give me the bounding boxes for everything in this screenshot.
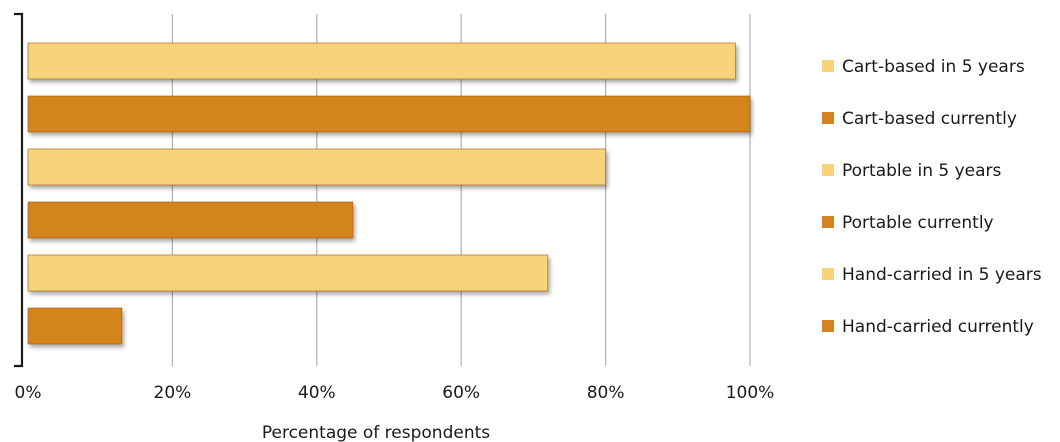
x-tick-label: 40% (298, 383, 336, 403)
x-tick-label: 0% (15, 383, 42, 403)
legend-label: Cart-based in 5 years (842, 57, 1025, 77)
y-axis (14, 12, 24, 368)
bar-portable-currently (27, 201, 354, 239)
legend-item: Hand-carried in 5 years (822, 265, 1042, 285)
x-tick-label: 60% (442, 383, 480, 403)
legend-label: Hand-carried in 5 years (842, 265, 1042, 285)
legend-label: Portable currently (842, 213, 994, 233)
legend-label: Cart-based currently (842, 109, 1017, 129)
x-axis-title: Percentage of respondents (262, 423, 490, 442)
legend: Cart-based in 5 years Cart-based currentl… (822, 57, 1042, 337)
x-tick-label: 20% (154, 383, 192, 403)
legend-label: Hand-carried currently (842, 317, 1034, 337)
legend-swatch (822, 216, 834, 228)
legend-swatch (822, 320, 834, 332)
legend-item: Cart-based in 5 years (822, 57, 1025, 77)
legend-item: Cart-based currently (822, 109, 1017, 129)
legend-swatch (822, 60, 834, 72)
x-axis-ticks: 0% 20% 40% 60% 80% 100% (15, 383, 775, 403)
legend-swatch (822, 164, 834, 176)
y-axis-line (14, 12, 24, 368)
legend-item: Hand-carried currently (822, 317, 1034, 337)
bar-cart-based-in-5-years (27, 42, 736, 80)
legend-item: Portable currently (822, 213, 994, 233)
legend-swatch (822, 268, 834, 280)
bar-portable-in-5-years (27, 148, 606, 186)
bar-hand-carried-in-5-years (27, 254, 549, 292)
x-tick-label: 80% (587, 383, 625, 403)
bars (27, 42, 751, 345)
bar-cart-based-currently (27, 95, 751, 133)
x-tick-label: 100% (726, 383, 775, 403)
legend-label: Portable in 5 years (842, 161, 1002, 181)
bar-hand-carried-currently (27, 307, 123, 345)
legend-item: Portable in 5 years (822, 161, 1002, 181)
legend-swatch (822, 112, 834, 124)
